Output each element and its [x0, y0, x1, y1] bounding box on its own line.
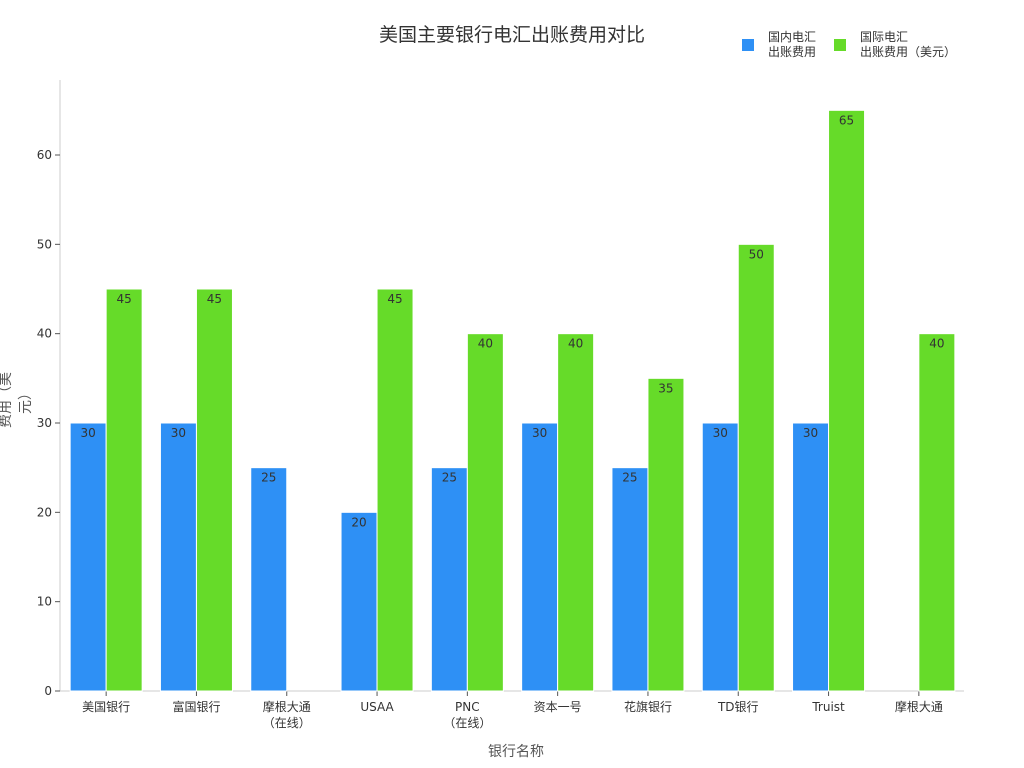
data-label: 40	[568, 337, 583, 351]
x-tick-label: 花旗银行	[624, 699, 672, 714]
legend-label-domestic: 国内电汇 出账费用	[768, 30, 817, 59]
legend-item-international: 国际电汇 出账费用（美元）	[834, 30, 956, 60]
data-label: 45	[387, 292, 402, 306]
bar	[159, 422, 197, 692]
x-tick-label: PNC	[455, 700, 480, 714]
x-tick-label: 摩根大通	[895, 699, 943, 714]
data-label: 30	[81, 426, 96, 440]
bar	[737, 243, 775, 692]
x-tick-label: 资本一号	[534, 700, 582, 714]
data-label: 40	[929, 337, 944, 351]
data-label: 30	[713, 426, 728, 440]
y-tick-label: 60	[37, 148, 52, 162]
data-label: 50	[749, 247, 764, 261]
data-label: 30	[171, 426, 186, 440]
x-tick-label: Truist	[811, 700, 845, 714]
data-label: 45	[207, 292, 222, 306]
bar	[918, 333, 956, 692]
bar	[557, 333, 595, 692]
y-tick-label: 40	[37, 327, 52, 341]
legend: 国内电汇 出账费用 国际电汇 出账费用（美元）	[742, 30, 956, 60]
data-label: 35	[658, 381, 673, 395]
x-tick-label: （在线）	[263, 716, 311, 730]
bar	[792, 422, 830, 692]
data-label: 25	[442, 471, 457, 485]
data-label: 30	[803, 426, 818, 440]
legend-swatch-international	[834, 39, 847, 51]
x-axis-label: 银行名称	[488, 744, 544, 760]
data-label: 25	[622, 471, 637, 485]
bar	[195, 288, 233, 692]
data-label: 20	[351, 515, 366, 529]
bar	[69, 422, 107, 692]
bar	[105, 288, 143, 692]
y-tick-label: 50	[37, 237, 52, 251]
bar	[466, 333, 504, 692]
bar	[647, 377, 685, 692]
bar	[701, 422, 739, 692]
x-tick-label: （在线）	[443, 716, 491, 730]
bar	[250, 467, 288, 692]
bar	[611, 467, 649, 692]
chart-title: 美国主要银行电汇出账费用对比	[378, 24, 645, 46]
x-tick-label: USAA	[360, 700, 394, 714]
bar	[430, 467, 468, 692]
data-label: 30	[532, 426, 547, 440]
y-tick-label: 0	[44, 684, 52, 698]
bar	[340, 511, 378, 692]
data-label: 25	[261, 471, 276, 485]
bar	[521, 422, 559, 692]
x-tick-label: 摩根大通	[263, 699, 311, 714]
bar	[828, 109, 866, 692]
bar	[376, 288, 414, 692]
legend-item-domestic: 国内电汇 出账费用	[742, 30, 816, 60]
x-tick-label: TD银行	[717, 700, 759, 714]
legend-label-international: 国际电汇 出账费用（美元）	[860, 30, 957, 59]
y-tick-label: 30	[37, 416, 52, 430]
data-label: 65	[839, 113, 854, 127]
y-tick-label: 10	[37, 595, 52, 609]
y-tick-label: 20	[37, 505, 52, 519]
data-label: 40	[478, 337, 493, 351]
data-label: 45	[117, 292, 132, 306]
x-tick-label: 富国银行	[172, 699, 220, 714]
x-tick-label: 美国银行	[82, 700, 130, 714]
legend-swatch-domestic	[742, 39, 754, 51]
